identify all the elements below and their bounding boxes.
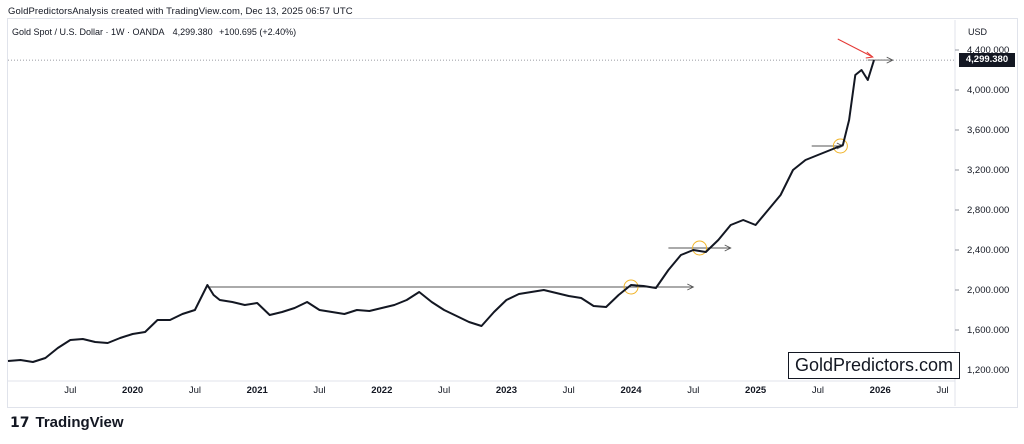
x-tick-label: Jul (189, 385, 201, 396)
highlight-circle (832, 138, 848, 154)
y-tick-label: 4,400.000 (967, 45, 1009, 56)
highlight-circle (692, 240, 708, 256)
watermark: GoldPredictors.com (788, 352, 961, 379)
last-price-tag: 4,299.380 (959, 53, 1015, 67)
legend-price: 4,299.380 (172, 27, 213, 37)
arrow-head (687, 283, 695, 291)
x-tick-label: Jul (936, 385, 948, 396)
x-tick-label: Jul (687, 385, 699, 396)
chart-frame (7, 18, 1018, 408)
x-tick-label: Jul (438, 385, 450, 396)
x-tick-label: Jul (64, 385, 76, 396)
arrow-head (886, 56, 894, 64)
x-tick-label: 2025 (745, 385, 767, 396)
symbol-legend: Gold Spot / U.S. Dollar · 1W · OANDA 4,2… (12, 27, 296, 37)
x-tick-label: 2026 (870, 385, 891, 396)
y-tick-label: 3,600.000 (967, 125, 1009, 136)
red-arrow (837, 38, 873, 58)
x-tick-label: 2024 (620, 385, 642, 396)
tradingview-logo-icon: 17 (10, 414, 30, 431)
red-arrow-head (865, 51, 874, 59)
currency-label: USD (968, 27, 988, 37)
footer-brand: TradingView (35, 414, 124, 431)
y-tick-label: 1,600.000 (967, 325, 1009, 336)
price-series-line (7, 59, 875, 363)
y-tick-label: 3,200.000 (967, 165, 1009, 176)
x-tick-label: Jul (812, 385, 824, 396)
x-tick-label: 2023 (496, 385, 517, 396)
y-tick-label: 1,200.000 (967, 365, 1009, 376)
attribution-text: GoldPredictorsAnalysis created with Trad… (8, 6, 353, 17)
y-tick-label: 2,800.000 (967, 205, 1009, 216)
highlight-circle (623, 279, 639, 295)
x-tick-label: Jul (313, 385, 325, 396)
symbol-label: Gold Spot / U.S. Dollar · 1W · OANDA (12, 27, 165, 37)
x-tick-label: Jul (563, 385, 575, 396)
y-tick-label: 2,400.000 (967, 245, 1009, 256)
footer: 17 TradingView (10, 414, 124, 431)
legend-change: +100.695 (+2.40%) (219, 27, 297, 37)
arrow-head (724, 244, 732, 252)
y-tick-label: 2,000.000 (967, 285, 1009, 296)
x-tick-label: 2020 (122, 385, 143, 396)
x-tick-label: 2021 (247, 385, 269, 396)
x-tick-label: 2022 (371, 385, 392, 396)
y-tick-label: 4,000.000 (967, 85, 1009, 96)
